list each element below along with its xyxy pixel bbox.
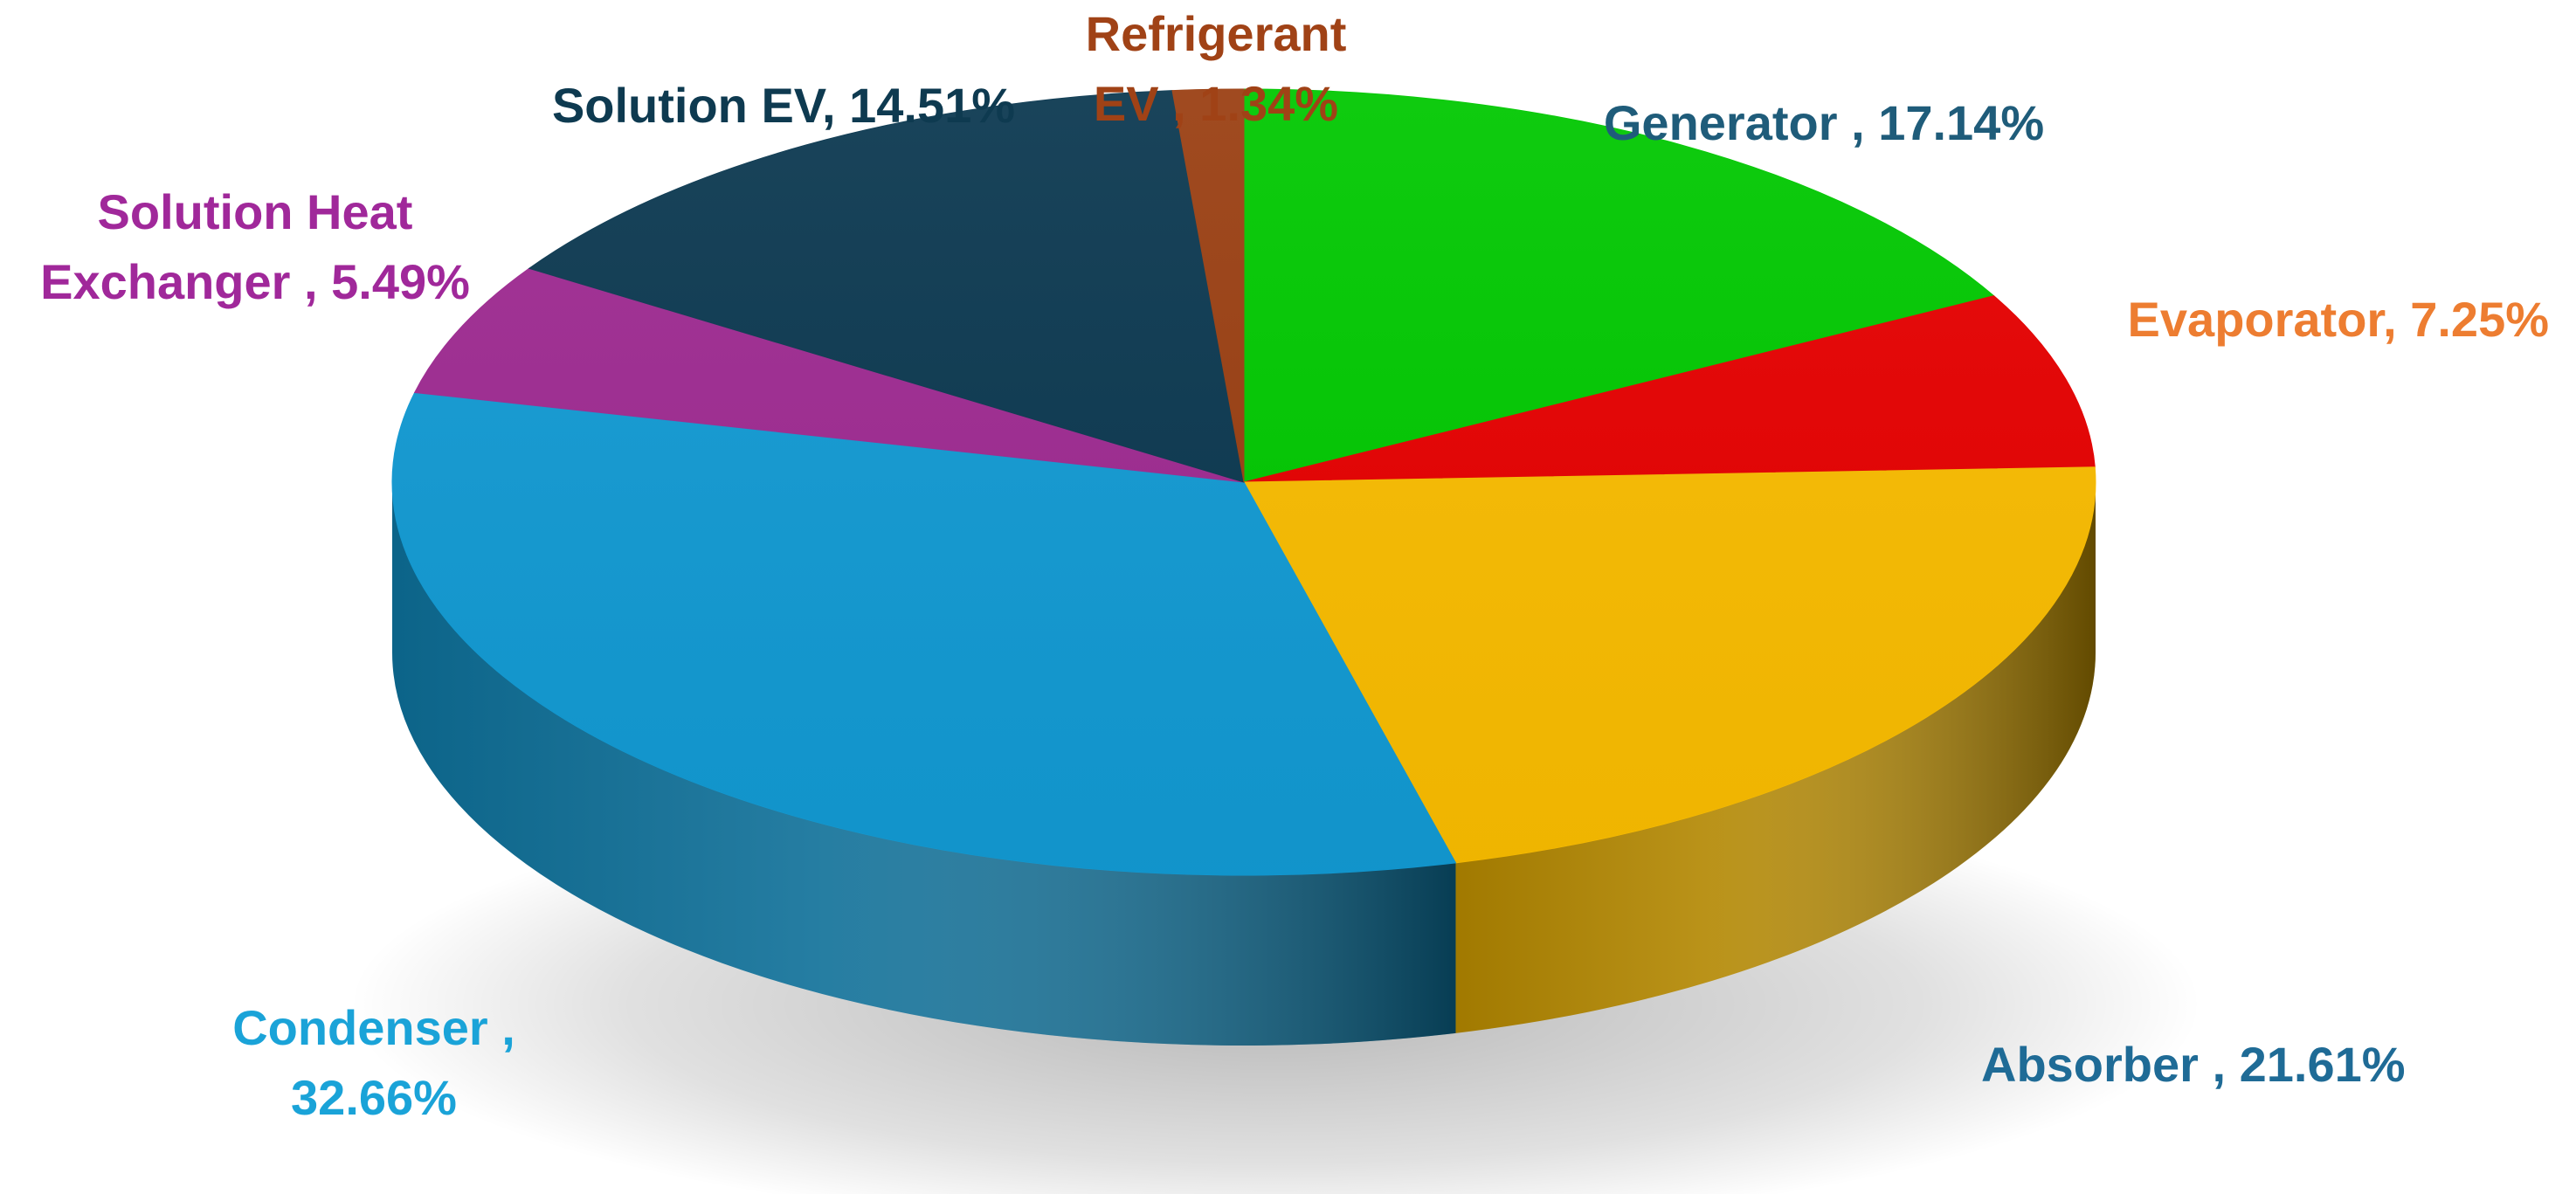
label-generator: Generator , 17.14% <box>1604 95 2044 150</box>
pie-top-sheen <box>392 89 2096 875</box>
pie-side-walls <box>392 482 2096 1046</box>
label-solution-heat-exchanger-line-1: Solution Heat <box>98 184 413 239</box>
label-solution-heat-exchanger-line-2: Exchanger , 5.49% <box>40 254 470 309</box>
label-solution-heat-exchanger: Solution Heat Exchanger , 5.49% <box>40 184 470 309</box>
label-absorber-line-1: Absorber , 21.61% <box>1981 1037 2406 1092</box>
pie-top-faces <box>391 88 2096 876</box>
label-refrigerant-ev-line-1: Refrigerant <box>1086 6 1347 61</box>
side-wall-shade-condenser <box>392 482 1456 1046</box>
label-refrigerant-ev-line-2: EV , 1.34% <box>1094 76 1338 131</box>
label-evaporator: Evaporator, 7.25% <box>2128 292 2549 347</box>
side-wall-shade-absorber <box>1455 482 2096 1033</box>
label-solution-ev-line-1: Solution EV, 14.51% <box>552 78 1015 133</box>
label-refrigerant-ev: Refrigerant EV , 1.34% <box>1086 6 1347 131</box>
label-evaporator-line-1: Evaporator, 7.25% <box>2128 292 2549 347</box>
slice-labels: Generator , 17.14% Evaporator, 7.25% Absor… <box>40 6 2549 1125</box>
label-generator-line-1: Generator , 17.14% <box>1604 95 2044 150</box>
label-solution-ev: Solution EV, 14.51% <box>552 78 1015 133</box>
label-absorber: Absorber , 21.61% <box>1981 1037 2406 1092</box>
label-condenser-line-1: Condenser , <box>232 1000 515 1055</box>
label-condenser-line-2: 32.66% <box>291 1070 457 1125</box>
label-condenser: Condenser , 32.66% <box>232 1000 515 1125</box>
